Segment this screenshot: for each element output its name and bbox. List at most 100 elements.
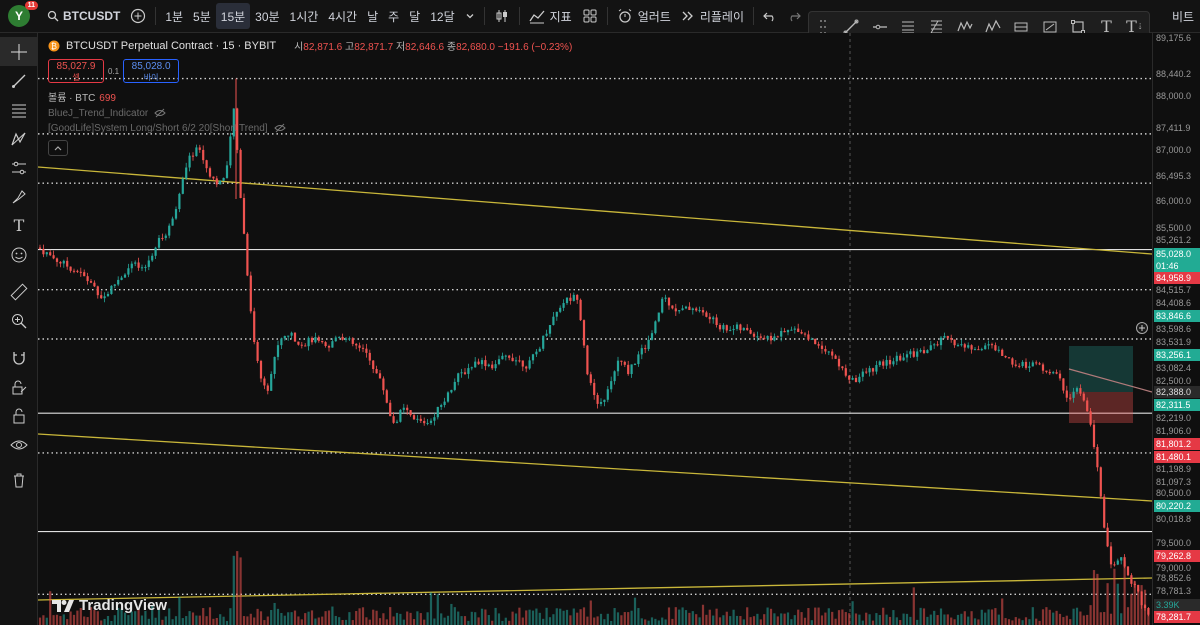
indicator-goodlife[interactable]: [GoodLife]System Long/Short 6/2 20[Short… [48,122,572,134]
collapse-legend-button[interactable] [48,140,68,156]
volume-bar [276,608,280,625]
candle [232,108,235,137]
buy-button[interactable]: 85,028.0 바이 [123,59,180,83]
indicator-bluej[interactable]: BlueJ_Trend_Indicator [48,107,572,119]
candle [1048,371,1051,374]
candle [1065,390,1068,398]
tf-5m[interactable]: 5분 [193,9,211,24]
tradingview-logo[interactable]: TradingView [52,597,167,614]
volume-bar [834,618,837,625]
volume-bar [797,609,800,625]
candle [1120,557,1123,561]
elliott-wave-icon[interactable] [982,16,1004,38]
candle [205,160,208,169]
tf-1m[interactable]: 1분 [165,9,184,24]
arrow-tool-icon[interactable] [1039,16,1061,38]
chart-title[interactable]: BTCUSDT Perpetual Contract · 15 · BYBIT [66,39,277,52]
tf-4h[interactable]: 4시간 [328,9,358,24]
rectangle-tool-icon[interactable] [1067,16,1089,38]
symbol-search[interactable]: BTCUSDT [42,3,125,29]
tv-logo-icon [52,599,74,612]
candle [491,364,494,369]
magnet-icon[interactable] [0,343,38,372]
chart-pane[interactable] [38,33,1152,625]
volume-bar [814,607,817,625]
candle [681,308,684,311]
alert-button[interactable]: 얼러트 [612,3,676,29]
volume-bar [749,617,752,625]
candle [892,361,895,365]
volume-bar [885,614,888,625]
channel-tool-icon[interactable] [0,95,38,124]
gann-tool-icon[interactable] [0,153,38,182]
replay-button[interactable]: 리플레이 [676,3,749,29]
hidden-eye-icon[interactable] [273,122,286,134]
volume-bar [953,619,956,625]
volume-bar [406,611,409,625]
user-avatar[interactable]: Y 11 [8,1,38,27]
volume-bar [576,612,579,625]
trendline [38,166,1152,255]
eye-icon[interactable] [0,430,38,459]
trash-icon[interactable] [0,465,38,494]
candle [470,367,473,369]
hidden-eye-icon[interactable] [154,107,166,119]
tf-week[interactable]: 주 [388,9,400,24]
text-tool-icon[interactable]: T [13,216,25,235]
tf-1h[interactable]: 1시간 [289,9,319,24]
indicators-button[interactable]: 지표 [524,3,577,29]
price-axis[interactable]: 89,175.6 88,440.2 88,000.0 87,411.9 87,0… [1152,33,1200,625]
pitchfork-icon[interactable] [0,124,38,153]
horizontal-ray-icon[interactable] [869,16,891,38]
line-tool-icon[interactable] [0,66,38,95]
volume-bar [100,620,103,625]
measure-ruler-icon[interactable] [0,277,38,306]
candle [1062,378,1065,391]
pattern-tool-icon[interactable] [954,16,976,38]
volume-bar [766,607,769,625]
lock-icon[interactable] [0,401,38,430]
volume-bar [229,608,232,625]
text-settings-icon[interactable]: T ⇣ [1126,17,1144,36]
tf-month[interactable]: 달 [409,9,421,24]
price-label: 83,256.1 [1154,349,1200,361]
redo-button[interactable] [782,3,806,29]
volume-bar [970,611,973,625]
text-tool-icon[interactable]: T [1101,17,1112,36]
candle [79,271,82,273]
candle [902,357,905,361]
volume-bar [256,608,259,625]
volume-bar [453,607,456,625]
candle [314,337,317,343]
undo-button[interactable] [758,3,782,29]
candle [1126,566,1130,576]
volume-bar [1055,610,1058,625]
tf-15m[interactable]: 15분 [215,3,251,29]
volume-bar [909,616,912,625]
right-panel-label[interactable]: 비트 [1172,10,1195,24]
volume-bar [450,603,453,625]
timeframe-dropdown[interactable] [460,3,480,29]
brush-tool-icon[interactable] [0,182,38,211]
zoom-in-icon[interactable] [0,306,38,335]
candle [331,341,334,348]
layout-button[interactable] [577,3,603,29]
lock-drawings-icon[interactable] [0,372,38,401]
crosshair-icon[interactable] [0,37,38,66]
fib-retracement-icon[interactable] [925,16,947,38]
add-symbol-button[interactable] [125,3,151,29]
volume-legend[interactable]: 볼륨 · BTC 699 [48,89,572,104]
emoji-icon[interactable] [0,240,38,269]
candle [708,316,711,320]
volume-bar [616,612,620,625]
candle [586,345,589,375]
price-chart-canvas[interactable] [38,33,1152,625]
parallel-channel-icon[interactable] [897,16,919,38]
candle [117,279,120,285]
sell-button[interactable]: 85,027.9 셀 [48,59,104,83]
ruler-tool-icon[interactable] [1010,16,1032,38]
tf-day[interactable]: 날 [367,9,379,24]
chart-type-button[interactable] [489,3,515,29]
tf-12month[interactable]: 12달 [430,9,455,24]
tf-30m[interactable]: 30분 [255,9,280,24]
